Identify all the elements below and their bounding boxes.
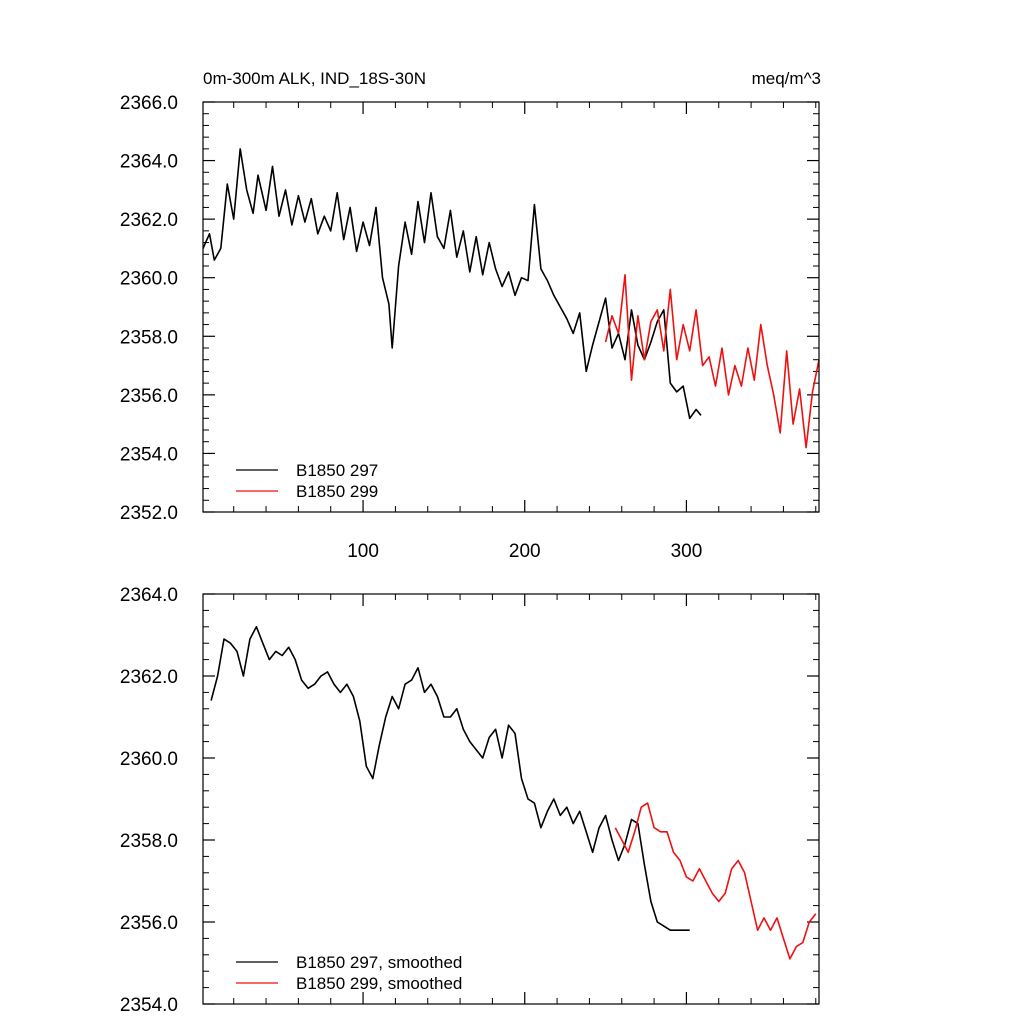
top-series-line-299 (604, 273, 820, 449)
top-ytick-label: 2364.0 (120, 152, 178, 173)
bottom-ytick-label: 2360.0 (120, 749, 178, 770)
top-ytick-label: 2352.0 (120, 503, 178, 524)
top-legend-label-297: B1850 297 (296, 461, 378, 480)
top-xtick-label: 300 (671, 541, 703, 562)
bottom-legend-label-297: B1850 297, smoothed (296, 953, 462, 972)
top-xtick-label: 200 (509, 541, 541, 562)
bottom-ytick-label: 2356.0 (120, 913, 178, 934)
top-xtick-label: 100 (347, 541, 379, 562)
bottom-series-line-299 (614, 802, 817, 960)
bottom-series-line-297 (210, 625, 690, 932)
top-ytick-label: 2356.0 (120, 386, 178, 407)
bottom-legend: B1850 297, smoothed B1850 299, smoothed (236, 953, 462, 993)
bottom-panel: 2354.0 2356.0 2358.0 2360.0 2362.0 2364.0 B18… (120, 585, 820, 1016)
top-ytick-label: 2354.0 (120, 444, 178, 465)
top-title-left: 0m-300m ALK, IND_18S-30N (203, 69, 426, 88)
top-title-right: meq/m^3 (752, 69, 821, 88)
top-panel: 0m-300m ALK, IND_18S-30N meq/m^3 2352.0 2… (120, 69, 821, 562)
bottom-ytick-label: 2358.0 (120, 831, 178, 852)
bottom-legend-label-299: B1850 299, smoothed (296, 974, 462, 993)
top-ytick-label: 2360.0 (120, 269, 178, 290)
bottom-ytick-label: 2362.0 (120, 667, 178, 688)
top-legend: B1850 297 B1850 299 (236, 461, 378, 501)
top-ytick-label: 2362.0 (120, 210, 178, 231)
top-legend-label-299: B1850 299 (296, 482, 378, 501)
top-ytick-label: 2358.0 (120, 327, 178, 348)
top-plot-frame (202, 101, 820, 513)
bottom-plot-frame (202, 593, 820, 1005)
bottom-ytick-label: 2364.0 (120, 585, 178, 606)
bottom-ytick-label: 2354.0 (120, 995, 178, 1016)
top-ytick-label: 2366.0 (120, 93, 178, 114)
